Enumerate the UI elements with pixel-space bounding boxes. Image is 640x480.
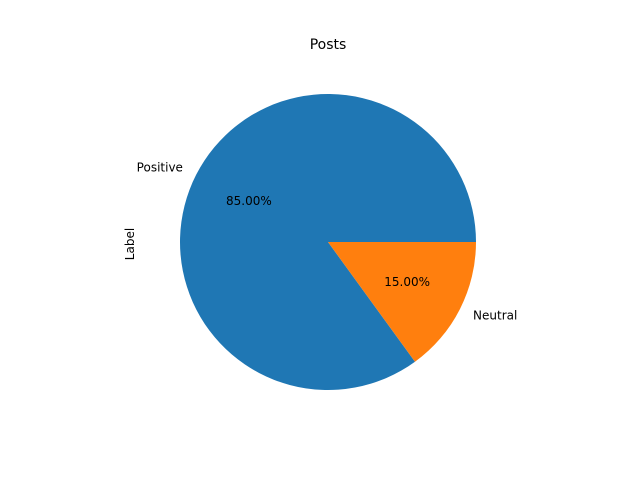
y-axis-label: Label — [123, 228, 137, 260]
slice-label-positive: Positive — [137, 161, 183, 175]
slice-percent-neutral: 15.00% — [384, 275, 430, 289]
pie-labels: Positive 85.00% Neutral 15.00% — [137, 161, 518, 323]
pie-slices — [180, 94, 477, 391]
chart-title: Posts — [310, 37, 347, 53]
pie-slice-positive — [180, 94, 477, 391]
slice-percent-positive: 85.00% — [226, 194, 272, 208]
pie-slice-neutral — [328, 242, 476, 362]
slice-label-neutral: Neutral — [473, 308, 517, 322]
